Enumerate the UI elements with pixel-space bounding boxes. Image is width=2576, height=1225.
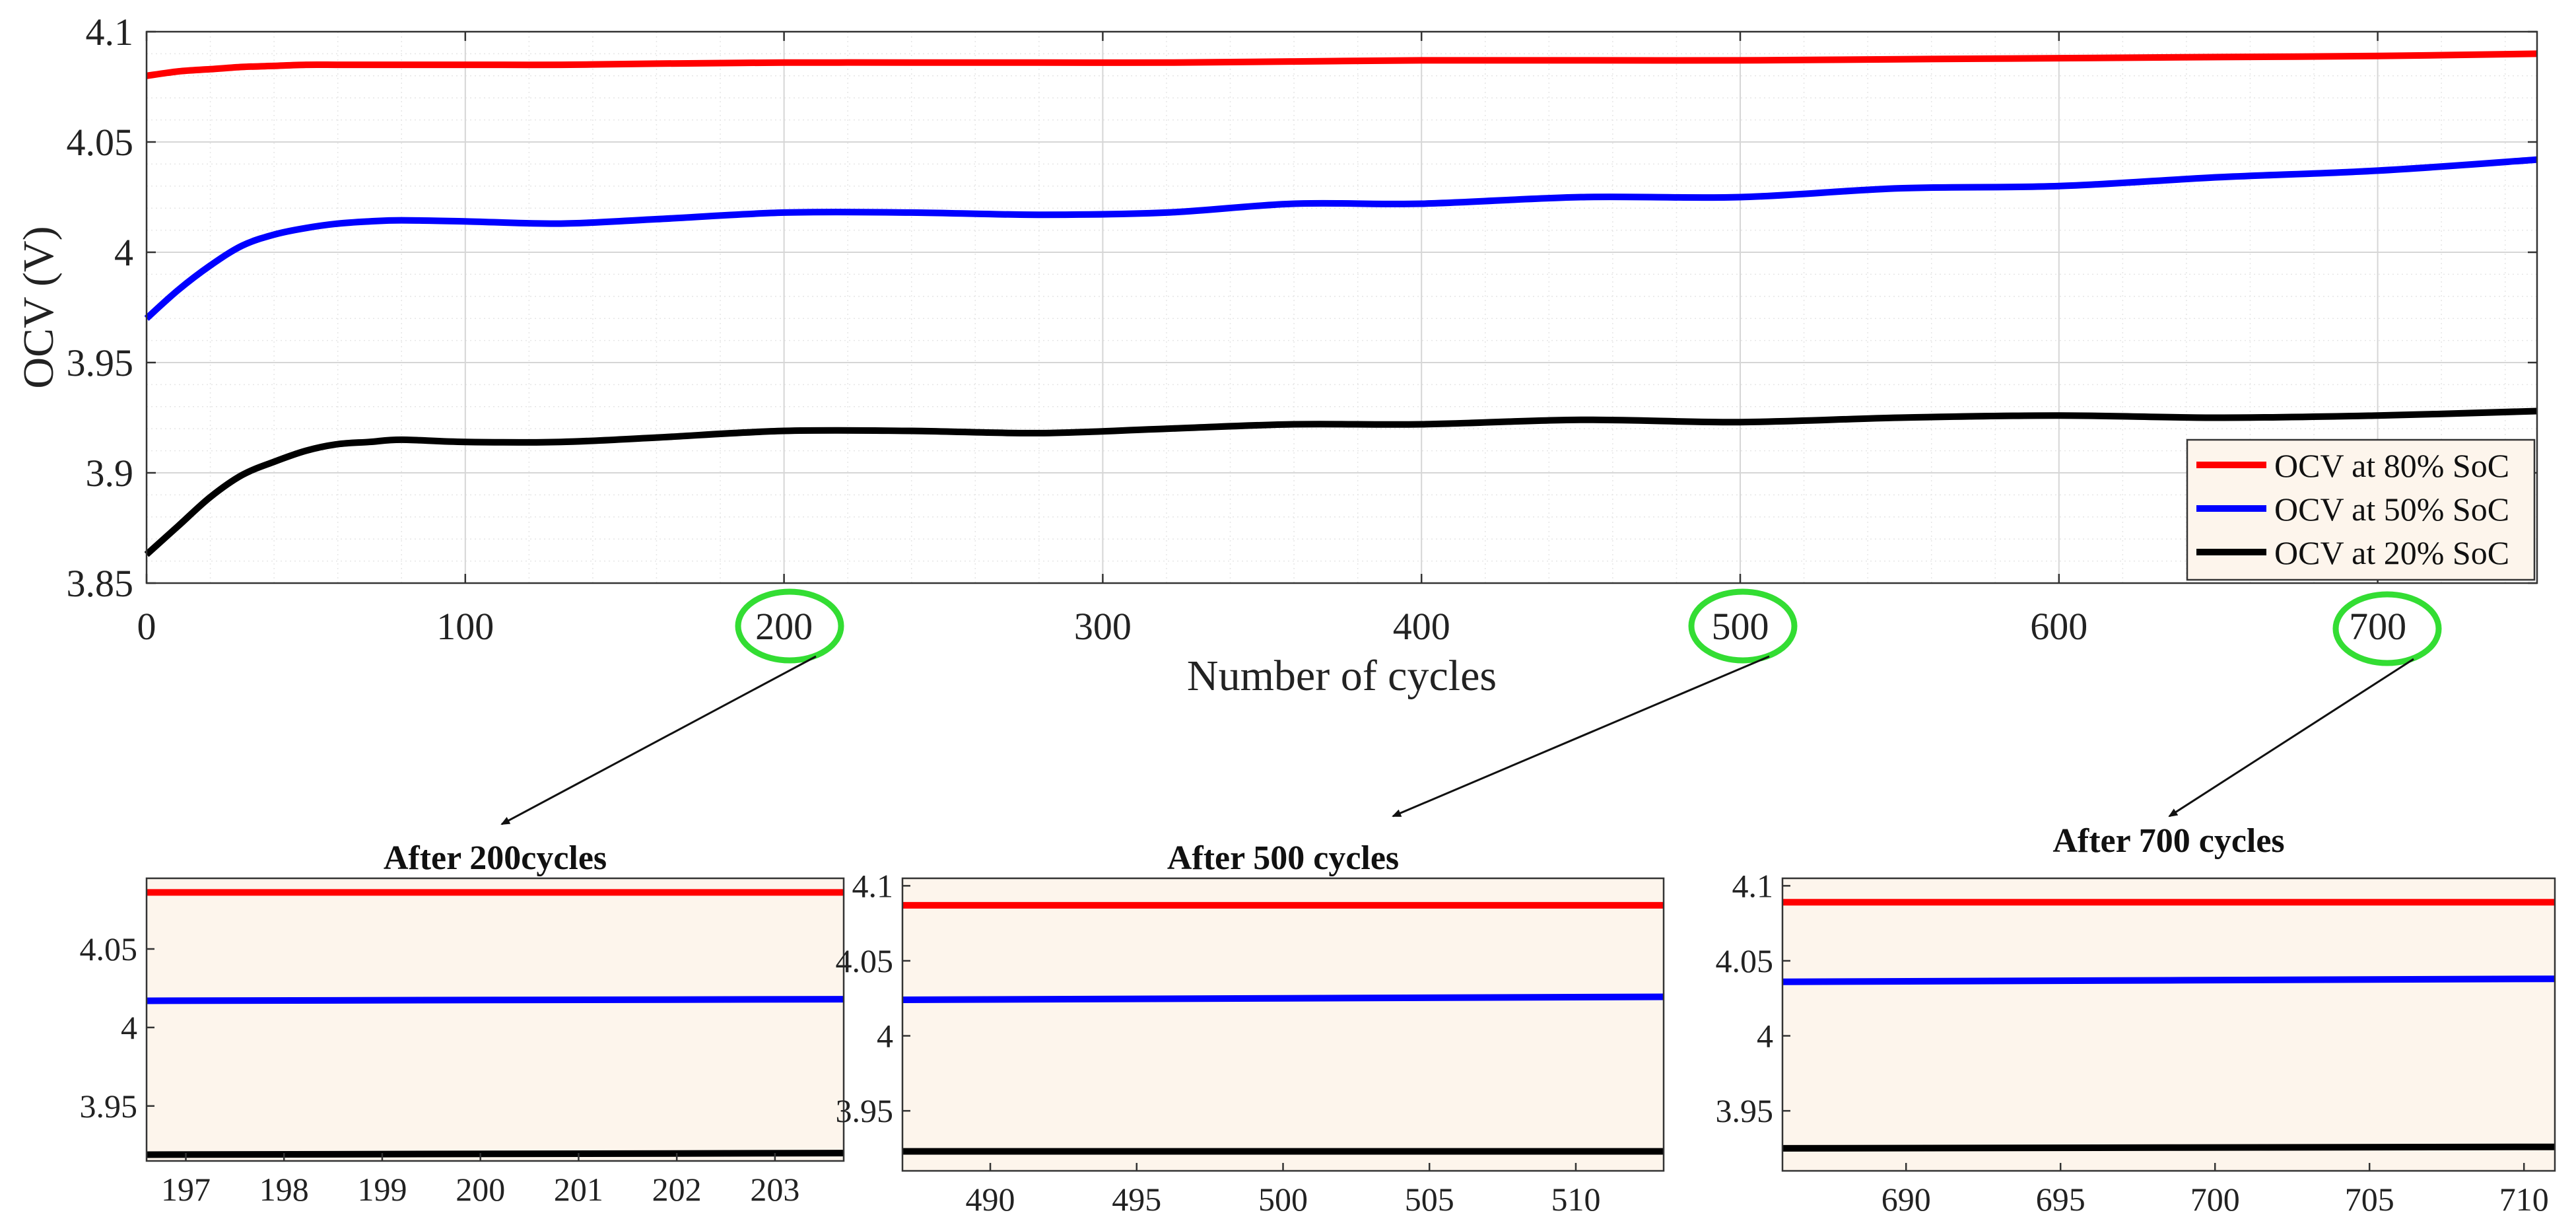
zoom-plot-area xyxy=(902,878,1664,1171)
plot-area xyxy=(147,32,2537,583)
zoom-chart-700-cycles: 690 695 700 705 710 3.95 4 4.05 4.1 After 700 cyc… xyxy=(1716,822,2556,1218)
x-tick-label: 100 xyxy=(436,605,494,648)
zoom-y-tick-label: 4.05 xyxy=(80,930,138,967)
legend-label: OCV at 80% SoC xyxy=(2274,447,2509,484)
y-tick-label: 4.1 xyxy=(86,11,134,53)
series-line-50-soc xyxy=(144,156,2538,321)
x-tick-label: 200 xyxy=(755,605,813,648)
legend-label: OCV at 20% SoC xyxy=(2274,534,2509,571)
x-tick-label: 600 xyxy=(2030,605,2087,648)
zoom-series-line-50-soc xyxy=(902,993,1664,1003)
x-tick-label: 700 xyxy=(2349,605,2406,648)
zoom-arrow xyxy=(1392,655,1770,818)
zoom-x-tick-label: 198 xyxy=(259,1171,309,1208)
zoom-y-tick-label: 4.05 xyxy=(836,942,894,979)
x-axis-label: Number of cycles xyxy=(1187,652,1497,700)
zoom-series-line-50-soc xyxy=(146,996,844,1004)
y-tick-label: 3.95 xyxy=(67,341,134,384)
zoom-x-tick-label: 500 xyxy=(1258,1181,1308,1218)
legend-label: OCV at 50% SoC xyxy=(2274,491,2509,528)
zoom-x-tick-label: 490 xyxy=(966,1181,1015,1218)
zoom-series-line-50-soc xyxy=(1782,975,2556,985)
zoom-plot-area xyxy=(147,878,844,1161)
zoom-y-tick-label: 3.95 xyxy=(80,1088,138,1125)
zoom-chart-500-cycles: 490 495 500 505 510 3.95 4 4.05 4.1 After 500 cyc… xyxy=(836,839,1665,1218)
x-tick-label: 500 xyxy=(1712,605,1769,648)
zoom-y-tick-label: 4.05 xyxy=(1716,942,1774,979)
zoom-y-tick-label: 4 xyxy=(1757,1018,1773,1055)
zoom-x-tick-label: 510 xyxy=(1551,1181,1600,1218)
zoom-y-tick-label: 3.95 xyxy=(1716,1092,1774,1129)
x-tick-label: 0 xyxy=(137,605,156,648)
y-tick-label: 4 xyxy=(114,231,133,274)
x-tick-label: 300 xyxy=(1074,605,1132,648)
zoom-arrow xyxy=(2168,658,2414,818)
zoom-x-tick-label: 201 xyxy=(554,1171,603,1208)
y-tick-label: 3.85 xyxy=(67,562,134,605)
zoom-plot-frame xyxy=(145,877,845,1162)
zoom-y-tick-label: 4.1 xyxy=(1732,867,1774,904)
zoom-x-tick-label: 705 xyxy=(2345,1181,2394,1218)
zoom-y-tick-label: 4 xyxy=(877,1018,893,1055)
highlight-ellipse-200 xyxy=(735,588,844,664)
minor-grid xyxy=(147,32,2537,583)
zoom-y-tick-label: 4.1 xyxy=(852,867,894,904)
zoom-x-tick-label: 710 xyxy=(2499,1181,2549,1218)
highlight-ellipse-500 xyxy=(1688,588,1798,664)
highlight-ellipse-700 xyxy=(2332,591,2442,666)
zoom-annotations xyxy=(500,588,2442,825)
zoom-title: After 700 cycles xyxy=(2052,822,2284,860)
y-axis-label: OCV (V) xyxy=(15,226,63,388)
zoom-title: After 200cycles xyxy=(384,839,607,877)
zoom-chart-200-cycles: 197 198 199 200 201 202 203 3.95 4 4.05 After 200c… xyxy=(80,839,845,1208)
zoom-plot-frame xyxy=(1781,877,2556,1172)
zoom-x-tick-label: 495 xyxy=(1112,1181,1161,1218)
zoom-y-tick-label: 4 xyxy=(121,1009,137,1046)
zoom-x-tick-label: 700 xyxy=(2190,1181,2240,1218)
zoom-title: After 500 cycles xyxy=(1167,839,1399,877)
plot-frame xyxy=(145,30,2538,584)
series-line-80-soc xyxy=(146,50,2538,79)
zoom-x-tick-label: 505 xyxy=(1405,1181,1454,1218)
zoom-x-tick-label: 197 xyxy=(161,1171,211,1208)
zoom-x-tick-label: 203 xyxy=(750,1171,799,1208)
zoom-arrow xyxy=(500,655,817,825)
y-tick-label: 3.9 xyxy=(86,452,134,495)
y-tick-label: 4.05 xyxy=(67,121,134,164)
zoom-series-line-20-soc xyxy=(1782,1143,2556,1152)
main-chart: 0 100 200 300 400 500 600 700 3.85 3.9 3.95 4 4.05 4.… xyxy=(15,11,2538,700)
zoom-x-tick-label: 695 xyxy=(2036,1181,2085,1218)
zoom-x-tick-label: 199 xyxy=(357,1171,407,1208)
series-line-20-soc xyxy=(144,407,2538,557)
zoom-y-tick-label: 3.95 xyxy=(836,1092,894,1129)
zoom-series-line-20-soc xyxy=(146,1150,844,1158)
x-tick-label: 400 xyxy=(1393,605,1450,648)
zoom-plot-area xyxy=(1782,878,2555,1171)
zoom-x-tick-label: 202 xyxy=(652,1171,702,1208)
zoom-x-tick-label: 200 xyxy=(456,1171,505,1208)
zoom-x-tick-label: 690 xyxy=(1881,1181,1931,1218)
